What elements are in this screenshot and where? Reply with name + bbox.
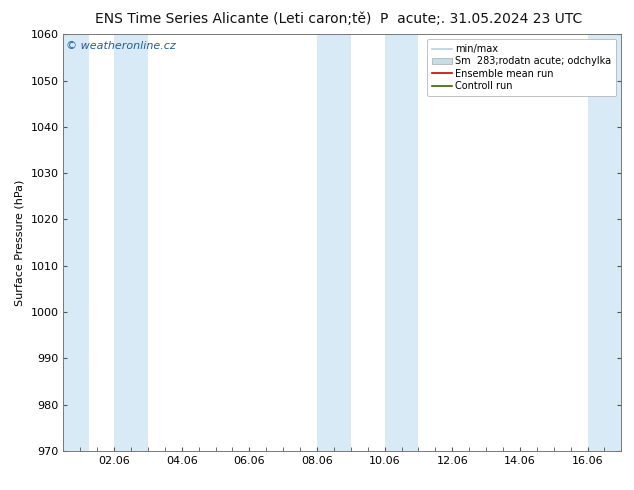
Bar	[114, 34, 148, 451]
Bar	[63, 34, 89, 451]
Bar	[385, 34, 418, 451]
Text: ENS Time Series Alicante (Leti caron;tě): ENS Time Series Alicante (Leti caron;tě)	[95, 12, 372, 26]
Legend: min/max, Sm  283;rodatn acute; odchylka, Ensemble mean run, Controll run: min/max, Sm 283;rodatn acute; odchylka, …	[427, 39, 616, 96]
Bar	[588, 34, 621, 451]
Text: © weatheronline.cz: © weatheronline.cz	[66, 41, 176, 50]
Y-axis label: Surface Pressure (hPa): Surface Pressure (hPa)	[15, 179, 25, 306]
Text: P  acute;. 31.05.2024 23 UTC: P acute;. 31.05.2024 23 UTC	[380, 12, 583, 26]
Bar	[317, 34, 351, 451]
